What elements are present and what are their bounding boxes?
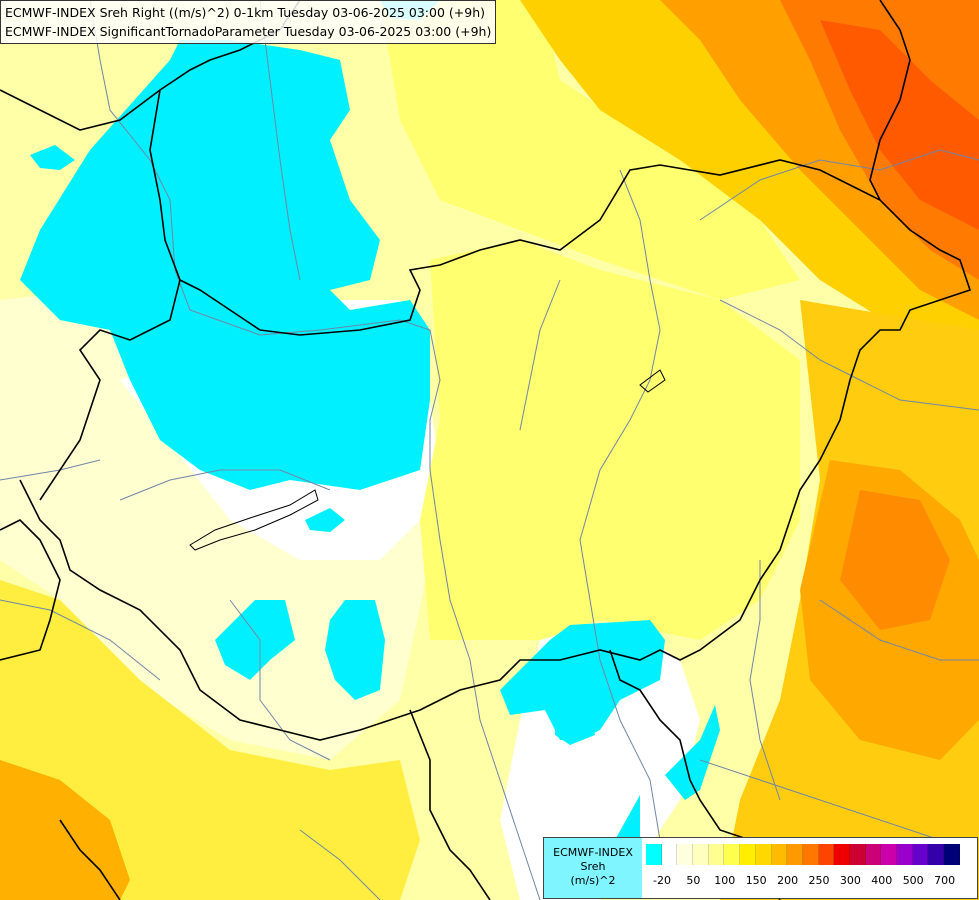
field-pale-west	[0, 280, 430, 760]
legend-swatches	[646, 844, 960, 865]
legend-label-block: ECMWF-INDEX Sreh (m/s)^2	[544, 838, 642, 898]
field-cyan-northwest	[20, 40, 430, 490]
field-cyan-south-c	[665, 705, 720, 800]
legend-swatch	[849, 844, 866, 865]
legend-swatch	[661, 844, 678, 865]
color-legend: ECMWF-INDEX Sreh (m/s)^2 -20 50 100 150 200 2…	[543, 837, 978, 899]
legend-tick-label: 150	[745, 874, 767, 887]
title-line-2: ECMWF-INDEX SignificantTornadoParameter …	[5, 24, 492, 39]
legend-tick-label: 300	[839, 874, 861, 887]
legend-line-3: (m/s)^2	[570, 874, 616, 887]
legend-swatch	[928, 844, 945, 865]
legend-swatch	[771, 844, 788, 865]
legend-swatch	[677, 844, 694, 865]
legend-swatch	[834, 844, 850, 865]
legend-swatch	[912, 844, 929, 865]
field-red-ne-core	[820, 20, 979, 230]
legend-swatch	[693, 844, 709, 865]
legend-tick-label: 200	[777, 874, 799, 887]
legend-swatch	[865, 844, 882, 865]
legend-tick-label: 500	[902, 874, 924, 887]
legend-swatch	[724, 844, 741, 865]
legend-tick-label: 700	[934, 874, 956, 887]
legend-tick-label: -20	[653, 874, 671, 887]
field-cyan-small-3	[305, 508, 345, 532]
legend-tick-label: 100	[714, 874, 736, 887]
legend-swatch	[897, 844, 913, 865]
field-cyan-southwest-a	[215, 600, 295, 680]
legend-swatch	[740, 844, 756, 865]
field-yellow-north	[380, 0, 800, 300]
legend-tick-label: 250	[808, 874, 830, 887]
legend-tick-label: 400	[871, 874, 893, 887]
field-yellow-center	[420, 240, 800, 640]
legend-swatch	[818, 844, 835, 865]
legend-line-2: Sreh	[580, 860, 606, 873]
lake-small-east	[639, 369, 666, 393]
field-cyan-south-a	[500, 620, 665, 740]
field-orange-southwest	[0, 760, 130, 900]
field-cyan-southwest-b	[325, 600, 385, 700]
legend-tick-label: 50	[686, 874, 701, 887]
map-title-box: ECMWF-INDEX Sreh Right ((m/s)^2) 0-1km T…	[0, 0, 497, 44]
legend-swatch	[802, 844, 819, 865]
field-orange-east-core	[840, 490, 950, 630]
legend-swatch	[881, 844, 897, 865]
lake-balaton	[189, 489, 319, 551]
legend-swatch	[787, 844, 803, 865]
field-cyan-south-b	[555, 710, 595, 745]
legend-swatch	[708, 844, 725, 865]
legend-swatch	[944, 844, 960, 865]
legend-line-1: ECMWF-INDEX	[553, 846, 633, 859]
legend-swatch	[646, 844, 662, 865]
title-line-1: ECMWF-INDEX Sreh Right ((m/s)^2) 0-1km T…	[5, 5, 485, 20]
legend-ticks: -20 50 100 150 200 250 300 400 500 700	[646, 874, 976, 890]
legend-swatch	[755, 844, 772, 865]
field-cyan-small-1	[30, 145, 75, 170]
